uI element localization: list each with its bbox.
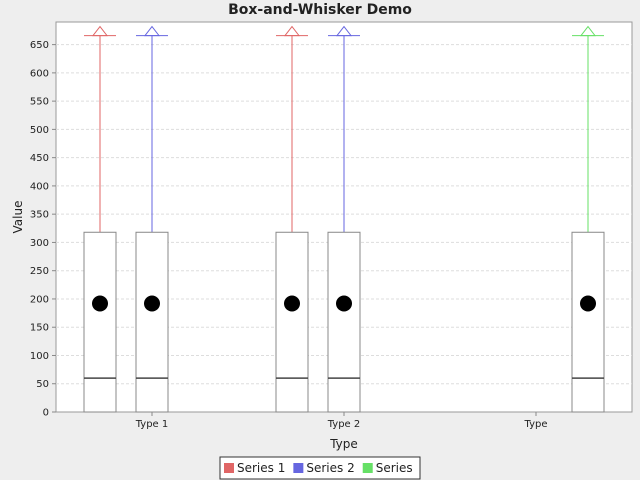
mean-marker — [580, 295, 596, 312]
box — [571, 231, 605, 413]
chart-title: Box-and-Whisker Demo — [228, 2, 412, 18]
x-tick-label: Type 2 — [327, 419, 361, 430]
legend-entry-label: Series — [376, 461, 413, 475]
x-axis-label: Type — [329, 437, 358, 451]
legend-box — [219, 456, 421, 480]
outlier-marker — [335, 25, 353, 37]
legend-swatch — [362, 463, 373, 473]
y-tick-label: 50 — [36, 379, 49, 390]
y-tick-label: 650 — [30, 40, 49, 51]
y-tick-label: 550 — [30, 97, 49, 108]
legend-entry-label: Series 2 — [306, 461, 354, 475]
mean-marker — [336, 295, 352, 312]
box-group — [135, 25, 169, 413]
outlier-marker — [143, 25, 161, 37]
y-tick-label: 350 — [30, 210, 49, 221]
y-tick-label: 450 — [30, 153, 49, 164]
mean-marker — [144, 295, 160, 312]
y-tick-label: 100 — [30, 351, 49, 362]
legend-entry-label: Series 1 — [237, 461, 285, 475]
x-tick-label: Type 1 — [135, 419, 169, 430]
box-group — [83, 25, 117, 413]
outlier-marker — [283, 25, 301, 37]
box — [275, 231, 309, 413]
box — [83, 231, 117, 413]
y-tick-label: 0 — [43, 408, 49, 419]
box — [135, 231, 169, 413]
y-tick-label: 500 — [30, 125, 49, 136]
mean-marker — [284, 295, 300, 312]
legend: Series 1 Series 2 Series — [219, 456, 421, 480]
x-tick-label: Type — [524, 419, 548, 430]
y-tick-label: 300 — [30, 238, 49, 249]
legend-swatch — [224, 463, 234, 473]
series-layer — [83, 25, 605, 413]
x-axis: Type 1 Type 2 Type — [135, 412, 548, 430]
box-group — [571, 25, 605, 413]
outlier-marker — [579, 25, 597, 37]
box-group — [327, 25, 361, 413]
box-group — [275, 25, 309, 413]
y-tick-label: 200 — [30, 294, 49, 305]
y-axis-label: Value — [11, 201, 25, 234]
y-tick-label: 250 — [30, 266, 49, 277]
y-tick-label: 150 — [30, 323, 49, 334]
outlier-marker — [91, 25, 109, 37]
legend-swatch — [293, 463, 304, 473]
box — [327, 231, 361, 413]
y-tick-label: 400 — [30, 181, 49, 192]
y-tick-label: 600 — [30, 68, 49, 79]
y-axis: 0 50 100 150 200 250 300 350 400 450 500 550 600 650 — [30, 40, 56, 419]
mean-marker — [92, 295, 108, 312]
